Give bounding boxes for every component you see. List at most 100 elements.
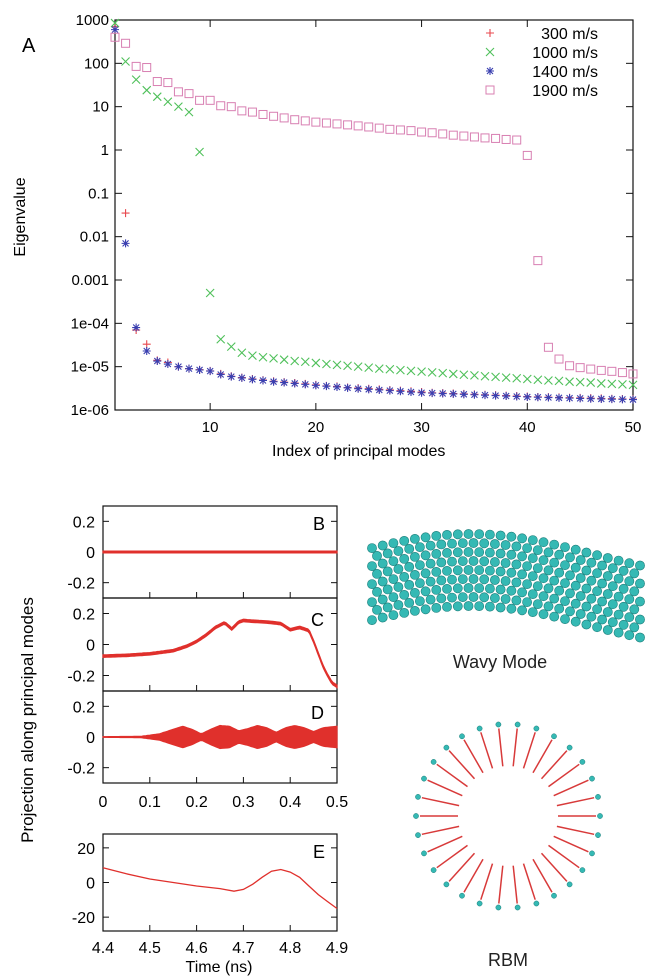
nanotube-atom (629, 604, 640, 615)
panel-a-point-s3 (311, 117, 321, 127)
nanotube-atom (597, 614, 607, 625)
y-tick-label: -20 (72, 910, 95, 927)
panel-a-point-s3 (395, 125, 405, 135)
rbm-arrow (553, 779, 589, 797)
nanotube-atom (388, 556, 399, 566)
nanotube-atom (447, 592, 457, 603)
panel-a-point-s2 (322, 382, 331, 391)
rbm-atom (514, 721, 521, 728)
rbm-arrow (463, 858, 484, 893)
panel-a-point-s2 (121, 239, 130, 248)
panel-a-point-s1 (396, 365, 405, 375)
panel-a-point-s1 (131, 75, 141, 85)
panel-a-legend: 300 m/s 1000 m/s 1400 m/s 1900 m/s (485, 26, 598, 100)
nanotube-atom (624, 630, 635, 641)
panel-a-point-s1 (438, 368, 448, 378)
nanotube-atom (506, 549, 517, 560)
legend-marker (486, 29, 494, 37)
nanotube-atom (468, 538, 479, 548)
nanotube-atom (495, 530, 506, 541)
legend-label: 1000 m/s (532, 45, 598, 62)
nanotube-atom (549, 575, 560, 586)
rbm-nanotube-image (413, 721, 603, 911)
panel-a-point-s3 (417, 127, 427, 137)
nanotube-atom (522, 597, 532, 607)
panel-a-point-s1 (279, 355, 289, 365)
nanotube-atom (532, 581, 543, 591)
panel-a-point-s2 (163, 360, 172, 369)
nanotube-atom (442, 584, 452, 594)
nanotube-atom (602, 589, 613, 599)
nanotube-atom (607, 563, 618, 574)
panel-a-point-s2 (364, 385, 373, 394)
nanotube-atom (457, 538, 468, 548)
nanotube-atom (457, 574, 468, 584)
panel-a-point-s1 (459, 370, 469, 380)
panel-a-point-s2 (237, 373, 246, 382)
panel-a-point-s2 (259, 376, 267, 385)
nanotube-atom (393, 600, 404, 610)
rbm-arrow (553, 835, 589, 853)
panel-a-y-tick-label: 0.1 (88, 185, 109, 202)
nanotube-atom (393, 564, 404, 574)
rbm-arrow (436, 763, 468, 788)
panel-b-letter: B (313, 514, 325, 534)
panel-a-point-s1 (237, 348, 247, 358)
nanotube-atom (575, 573, 586, 583)
rbm-arrow (540, 750, 568, 780)
panel-a-point-s3 (427, 128, 437, 138)
panel-a-eigenvalue-chart: 1e-06 1e-05 1e-04 0.001 0.01 0.1 1 10 100 1000 10 2… (12, 12, 641, 460)
nanotube-atom (399, 554, 410, 564)
nanotube-atom (554, 603, 565, 614)
nanotube-atom (495, 584, 506, 595)
rbm-atom (443, 881, 450, 888)
y-tick-label: -0.2 (67, 669, 95, 686)
nanotube-atom (463, 547, 474, 557)
panel-a-point-s2 (354, 384, 363, 393)
panel-e-letter: E (313, 842, 325, 862)
legend-label: 300 m/s (541, 26, 598, 43)
nanotube-atom (463, 601, 474, 611)
panel-a-point-s1 (406, 366, 416, 376)
panel-a-point-s3 (565, 361, 575, 371)
y-tick-label: -0.2 (67, 576, 95, 593)
nanotube-atom (549, 611, 560, 622)
nanotube-atom (592, 622, 602, 633)
nanotube-atom (484, 583, 495, 594)
rbm-arrow (548, 763, 580, 788)
panel-a-point-s2 (502, 392, 511, 401)
nanotube-atom (479, 538, 490, 549)
panel-a-point-s1 (343, 361, 352, 371)
panel-a-x-tick-label: 10 (202, 419, 219, 436)
nanotube-atom (549, 593, 560, 604)
nanotube-atom (629, 586, 640, 597)
panel-a-x-axis-label: Index of principal modes (272, 443, 445, 460)
panel-a-point-s2 (438, 389, 447, 398)
panel-a-point-s1 (512, 373, 522, 383)
panel-a-point-s3 (533, 256, 543, 266)
panel-a-point-s3 (332, 119, 342, 129)
panel-a-point-s2 (396, 387, 405, 396)
nanotube-atom (592, 568, 602, 579)
nanotube-atom (538, 555, 549, 566)
nanotube-atom (522, 579, 532, 589)
nanotube-atom (586, 575, 597, 586)
nanotube-atom (436, 539, 447, 550)
nanotube-atom (474, 583, 485, 593)
panel-a-point-s1 (374, 364, 384, 374)
nanotube-atom (607, 617, 618, 628)
nanotube-atom (511, 559, 522, 570)
nanotube-atom (565, 606, 575, 617)
nanotube-atom (506, 567, 517, 578)
nanotube-atom (388, 592, 399, 602)
nanotube-atom (367, 579, 377, 589)
panel-a-point-s1 (311, 358, 321, 368)
rbm-atom (459, 892, 465, 899)
x-tick-label: 4.8 (279, 940, 301, 957)
y-tick-label: 0 (86, 545, 95, 562)
panel-a-point-s3 (121, 38, 131, 48)
nanotube-atom (532, 599, 543, 609)
nanotube-atom (613, 555, 624, 566)
panel-a-point-s1 (501, 373, 511, 382)
panel-a-point-s1 (121, 57, 130, 66)
